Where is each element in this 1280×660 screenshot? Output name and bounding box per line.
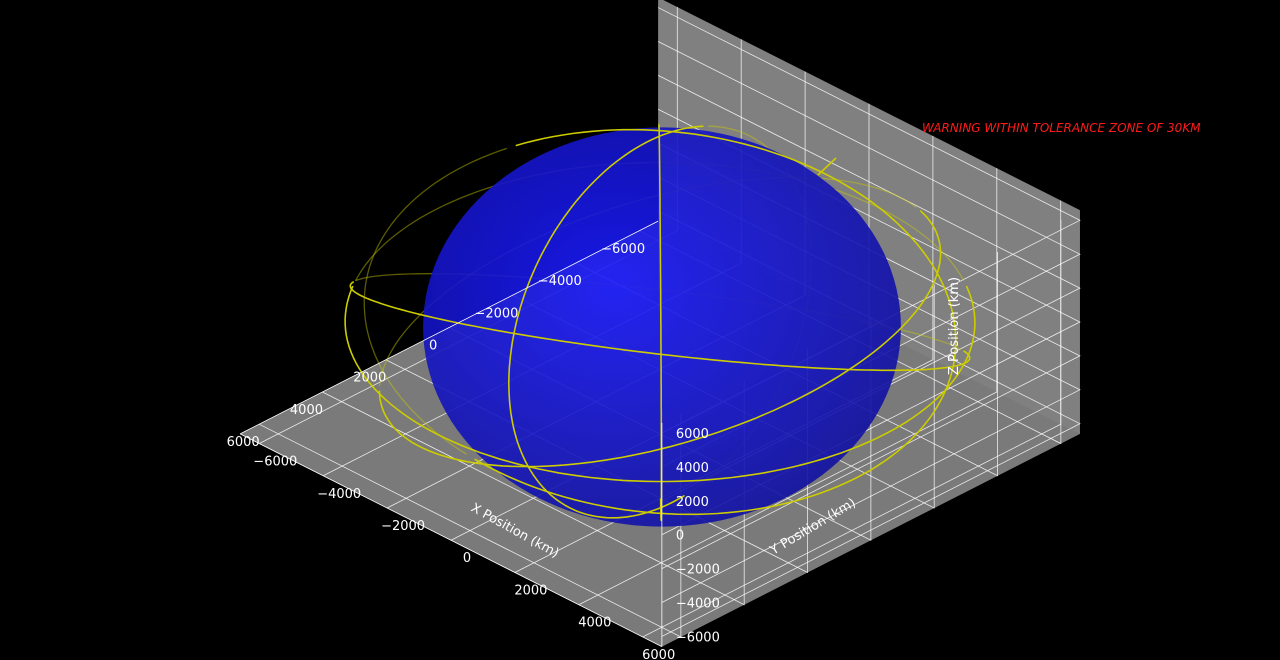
x-tick-label: −2000 [474, 306, 518, 321]
x-tick-label: −6000 [601, 242, 645, 257]
axis-lines [239, 220, 663, 647]
y-tick-label: 6000 [642, 648, 675, 660]
orbit-path [363, 147, 508, 455]
orbit-path [507, 125, 704, 519]
z-tick-label: 6000 [676, 427, 709, 442]
y-tick-label: −2000 [381, 519, 425, 534]
orbit-path [528, 210, 942, 468]
x-tick-label: 0 [429, 339, 437, 354]
orbit-path [659, 481, 663, 522]
orbit-path [474, 389, 947, 516]
stray-orbit-segment [817, 157, 837, 176]
z-tick-label: 2000 [676, 495, 709, 510]
tick-labels: −6000−4000−20000200040006000−6000−4000−2… [227, 242, 720, 660]
z-tick-label: 4000 [676, 461, 709, 476]
earth-surface [423, 127, 901, 527]
orbit-path [378, 390, 529, 468]
y-axis-line [239, 433, 663, 647]
y-tick-label: 0 [463, 551, 471, 566]
x-axis-line [239, 220, 659, 435]
y-tick-label: 2000 [514, 583, 547, 598]
orbit-path [349, 280, 971, 372]
x-tick-label: 2000 [353, 371, 386, 386]
z-tick-label: −6000 [676, 630, 720, 645]
orbit-path [658, 124, 663, 482]
orbit-path [515, 128, 957, 390]
x-tick-label: 4000 [290, 403, 323, 418]
z-tick-label: −4000 [676, 597, 720, 612]
orbit-path [344, 285, 439, 436]
x-tick-label: 6000 [227, 435, 260, 450]
orbits-front [344, 124, 976, 522]
z-axis-label: Z Position (km) [947, 277, 962, 375]
z-tick-label: −2000 [676, 563, 720, 578]
x-tick-label: −4000 [538, 274, 582, 289]
grid-line-y [578, 168, 998, 606]
grid-line-y [642, 200, 1062, 638]
y-tick-label: −6000 [253, 455, 297, 470]
z-tick-label: 0 [676, 529, 684, 544]
y-tick-label: −4000 [317, 487, 361, 502]
y-tick-label: 4000 [578, 616, 611, 631]
earth-sphere [423, 127, 901, 527]
warning-annotation: WARNING WITHIN TOLERANCE ZONE OF 30KM [922, 121, 1201, 135]
